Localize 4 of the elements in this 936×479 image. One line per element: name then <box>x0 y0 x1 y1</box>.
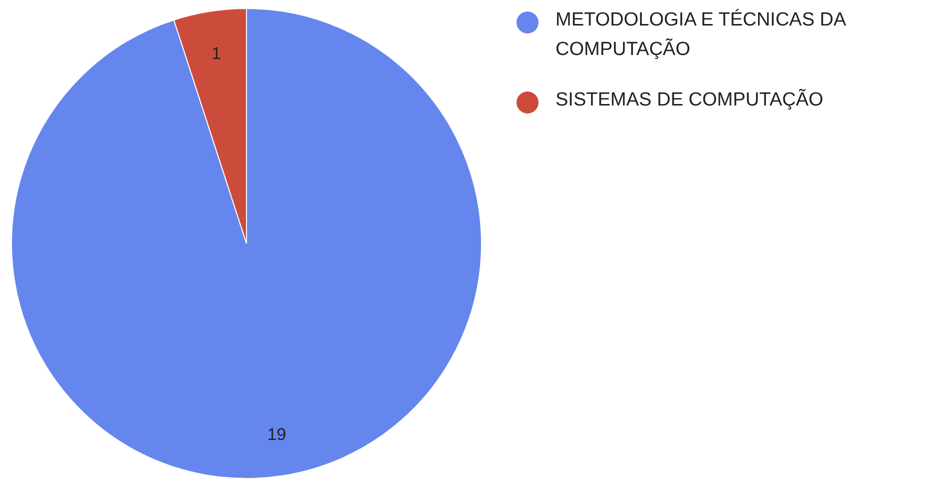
legend-label: SISTEMAS DE COMPUTAÇÃO <box>556 88 824 110</box>
legend-label: METODOLOGIA E TÉCNICAS DA COMPUTAÇÃO <box>556 8 847 60</box>
data-label: 1 <box>212 44 222 64</box>
data-label: 19 <box>267 424 286 444</box>
